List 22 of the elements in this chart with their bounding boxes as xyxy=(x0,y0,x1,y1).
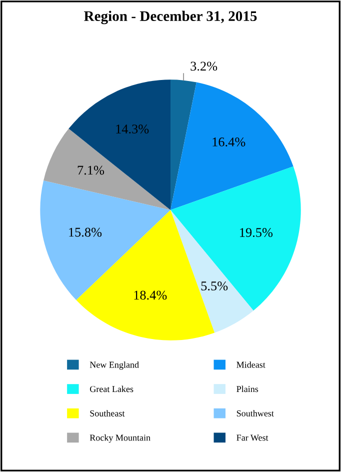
legend-label: Plains xyxy=(236,386,258,392)
legend-label: Rocky Mountain xyxy=(90,434,150,443)
data-label: 3.2% xyxy=(190,62,218,71)
pie-slice xyxy=(68,80,170,210)
pie-slice xyxy=(40,180,170,300)
legend-label: Far West xyxy=(236,434,268,441)
legend-label: Mideast xyxy=(236,361,266,368)
chart-title: Region - December 31, 2015 xyxy=(84,10,257,24)
data-label: 7.1% xyxy=(78,166,104,175)
data-label: 18.4% xyxy=(134,290,167,300)
pie-slice xyxy=(170,166,301,311)
data-label: 5.5% xyxy=(201,281,228,290)
data-label: 19.5% xyxy=(240,228,273,238)
legend-label: Great Lakes xyxy=(90,386,134,392)
legend-label: New England xyxy=(90,361,139,370)
legend-label: Southeast xyxy=(90,410,125,416)
data-label: 16.4% xyxy=(212,137,246,146)
data-label: 14.3% xyxy=(116,124,149,134)
data-label: 15.8% xyxy=(69,228,102,237)
pie-slice xyxy=(170,80,196,210)
legend-label: Southwest xyxy=(236,410,274,416)
pie-slice xyxy=(170,82,294,210)
